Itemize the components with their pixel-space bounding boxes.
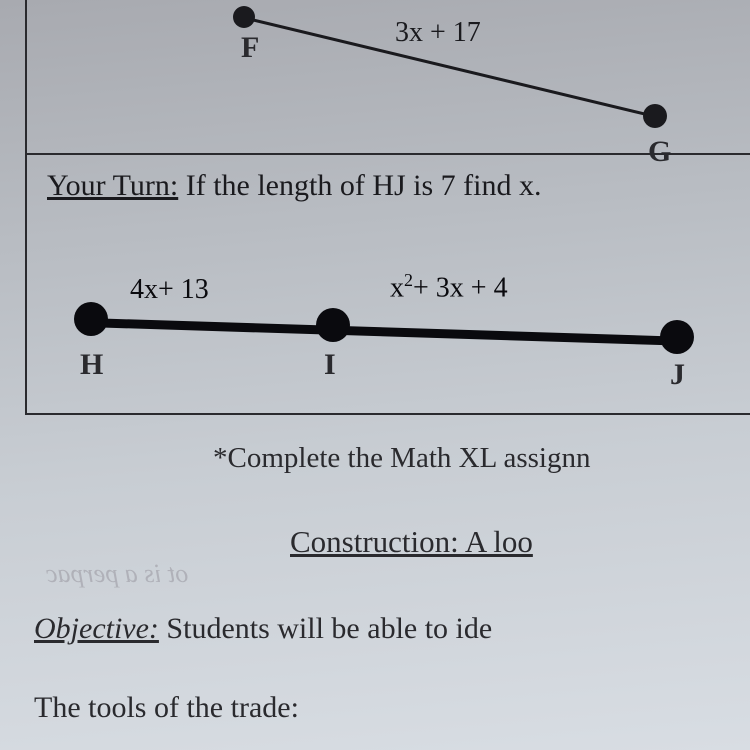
- expression-ij: x2+ 3x + 4: [390, 270, 508, 304]
- point-f: [233, 6, 255, 28]
- point-i-label: I: [324, 348, 336, 382]
- figure-hj: H I J 4x+ 13 x2+ 3x + 4: [60, 240, 720, 390]
- objective-text: Students will be able to ide: [159, 612, 492, 645]
- point-h-label: H: [80, 348, 103, 382]
- mathxl-note: *Complete the Math XL assignn: [213, 442, 590, 475]
- point-f-label: F: [241, 31, 259, 65]
- expr-ij-exponent: 2: [404, 270, 413, 290]
- construction-heading: Construction: A loo: [290, 524, 533, 560]
- expr-ij-rest: + 3x + 4: [413, 272, 508, 303]
- point-j: [660, 320, 694, 354]
- segment-hj-line: [86, 318, 681, 346]
- tools-heading: The tools of the trade:: [34, 691, 299, 725]
- point-i: [316, 308, 350, 342]
- expr-ij-base: x: [390, 272, 404, 303]
- worksheet-page: F 3x + 17 G Your Turn: If the length of …: [0, 0, 750, 750]
- your-turn-text: If the length of HJ is 7 find x.: [178, 169, 541, 202]
- objective-label: Objective:: [34, 612, 159, 645]
- point-g: [643, 104, 667, 128]
- segment-fg-expression: 3x + 17: [395, 17, 481, 49]
- point-h: [74, 302, 108, 336]
- bleed-through-text: ot is a perpac: [46, 559, 188, 589]
- your-turn-label: Your Turn:: [47, 169, 178, 202]
- your-turn-prompt: Your Turn: If the length of HJ is 7 find…: [47, 169, 542, 203]
- objective-line: Objective: Students will be able to ide: [34, 612, 492, 646]
- figure-fg: F 3x + 17 G: [25, 0, 750, 155]
- expression-hi: 4x+ 13: [130, 274, 209, 306]
- point-j-label: J: [670, 358, 685, 392]
